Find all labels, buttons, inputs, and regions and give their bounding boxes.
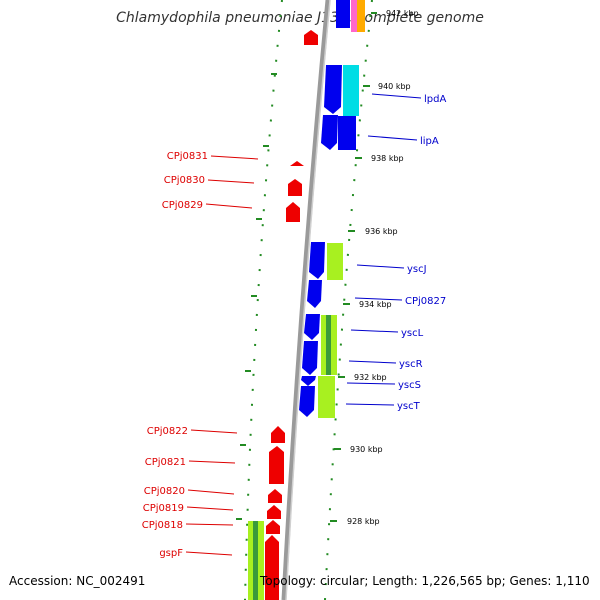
gene-label-yscT[interactable]: yscT [397,401,421,412]
map-title: Chlamydophila pneumoniae J138, complete … [116,10,484,26]
gene-label-yscL[interactable]: yscL [401,328,424,339]
kbp-label: 932 kbp [354,373,387,382]
kbp-label: 928 kbp [347,517,380,526]
kbp-marker: 938 kbp [355,154,404,163]
gene-arrow-CPj0831[interactable] [290,161,304,166]
kbp-label: 942 kbp [386,9,419,18]
gene-arrow-CPj0819[interactable] [267,505,281,519]
gene-arrow-yscT[interactable] [299,386,315,417]
gene-arrow-gspF[interactable] [265,535,279,600]
gene-label-CPj0822[interactable]: CPj0822 [147,426,188,437]
kbp-label: 934 kbp [359,300,392,309]
kbp-marker: 942 kbp [371,9,419,18]
gene-arrow-yscR[interactable] [302,341,318,375]
kbp-marker: 928 kbp [330,517,380,526]
gene-arrow-yscJ[interactable] [309,242,343,280]
gene-arrow-lpdA[interactable] [324,65,359,116]
gene-arrow-CPj0827[interactable] [307,280,322,308]
gene-label-CPj0831[interactable]: CPj0831 [167,151,208,162]
gene-label-yscJ[interactable]: yscJ [407,264,427,275]
inner-tick-arc [244,0,283,600]
topology-label: Topology: circular; Length: 1,226,565 bp… [260,574,590,588]
gene-label-CPj0820[interactable]: CPj0820 [144,486,185,497]
reverse-leader-lines [185,155,259,556]
gene-label-CPj0829[interactable]: CPj0829 [162,200,203,211]
kbp-marker: 936 kbp [348,227,398,236]
kbp-marker: 934 kbp [343,300,392,309]
gene-label-lpdA[interactable]: lpdA [424,94,446,105]
gene-arrow-CPj0820[interactable] [268,489,282,503]
gene-label-yscR[interactable]: yscR [399,359,423,370]
gene-label-CPj0827[interactable]: CPj0827 [405,296,446,307]
gene-arrow-lipA[interactable] [321,115,356,150]
gene-arrow-CPj0821[interactable] [269,446,284,484]
accession-label: Accession: NC_002491 [9,574,146,588]
gene-arrow-yscS[interactable] [301,376,335,418]
outer-tick-arc [324,0,373,600]
gene-arrow-CPj0818[interactable] [266,520,280,534]
gene-arrow-top[interactable] [304,30,318,45]
gene-arrow-CPj0830[interactable] [288,179,302,196]
gene-label-yscS[interactable]: yscS [398,380,421,391]
kbp-label: 930 kbp [350,445,383,454]
gene-label-CPj0818[interactable]: CPj0818 [142,520,183,531]
inner-tick-dashes [236,73,277,520]
kbp-marker: 930 kbp [334,445,383,454]
gene-label-CPj0819[interactable]: CPj0819 [143,503,184,514]
kbp-label: 936 kbp [365,227,398,236]
reverse-gene-arrows[interactable] [265,30,318,600]
forward-gene-block[interactable] [336,0,365,32]
gene-label-lipA[interactable]: lipA [420,136,439,147]
gene-label-CPj0821[interactable]: CPj0821 [145,457,186,468]
gene-arrow-yscL[interactable] [304,314,337,375]
kbp-label: 938 kbp [371,154,404,163]
gene-arrow-CPj0829[interactable] [286,202,300,222]
reverse-cds-block [248,521,264,600]
genome-backbone [281,0,331,600]
forward-leader-lines [345,93,422,406]
kbp-marker: 932 kbp [338,373,387,382]
kbp-marker: 940 kbp [363,82,411,91]
gene-label-gspF[interactable]: gspF [159,548,183,559]
kbp-label: 940 kbp [378,82,411,91]
gene-arrow-CPj0822[interactable] [271,426,285,443]
gene-label-CPj0830[interactable]: CPj0830 [164,175,205,186]
